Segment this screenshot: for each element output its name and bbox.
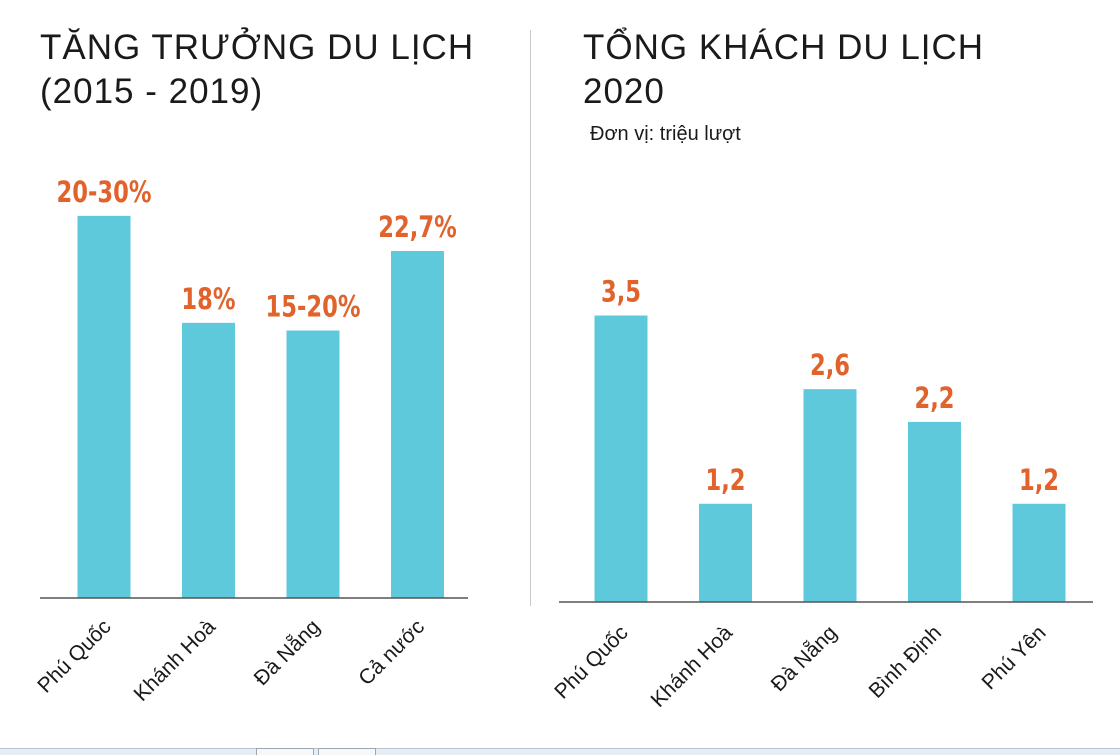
visitors-category-label-1: Phú Quốc (550, 621, 632, 703)
growth-bar-4 (391, 251, 444, 598)
growth-bar-1 (77, 215, 131, 598)
chart-visitors-title: TỔNG KHÁCH DU LỊCH 2020 (583, 28, 985, 111)
visitors-value-label-3: 2,6 (810, 350, 850, 383)
chart-visitors-unit: Đơn vị: triệu lượt (590, 123, 741, 145)
growth-value-label-3: 15-20% (266, 291, 361, 324)
visitors-category-label-5: Phú Yên (978, 621, 1051, 694)
bottom-tab-2 (318, 748, 376, 755)
growth-value-label-4: 22,7% (378, 211, 456, 244)
chart-growth-panel: TĂNG TRƯỞNG DU LỊCH (2015 - 2019) 20-30%… (0, 0, 530, 754)
visitors-bar-3 (803, 389, 857, 602)
visitors-bar-4 (908, 421, 961, 602)
visitors-value-label-5: 1,2 (1019, 464, 1059, 497)
growth-bar-3 (286, 330, 340, 598)
visitors-value-label-2: 1,2 (705, 464, 745, 497)
bottom-strip (0, 748, 1120, 755)
panel-divider (530, 30, 531, 606)
visitors-category-label-4: Bình Định (865, 621, 946, 702)
visitors-value-label-4: 2,2 (914, 382, 954, 415)
visitors-value-label-1: 3,5 (601, 276, 641, 309)
chart-growth-title: TĂNG TRƯỞNG DU LỊCH (2015 - 2019) (40, 28, 475, 111)
bottom-tab-1 (256, 748, 314, 755)
visitors-bar-5 (1012, 503, 1066, 602)
growth-value-label-1: 20-30% (57, 176, 152, 209)
visitors-bar-2 (699, 503, 752, 602)
visitors-category-label-3: Đà Nẵng (767, 621, 842, 696)
growth-value-label-2: 18% (181, 283, 235, 316)
growth-bar-2 (182, 322, 235, 598)
visitors-bar-1 (594, 315, 648, 602)
visitors-category-label-2: Khánh Hoà (646, 621, 737, 712)
